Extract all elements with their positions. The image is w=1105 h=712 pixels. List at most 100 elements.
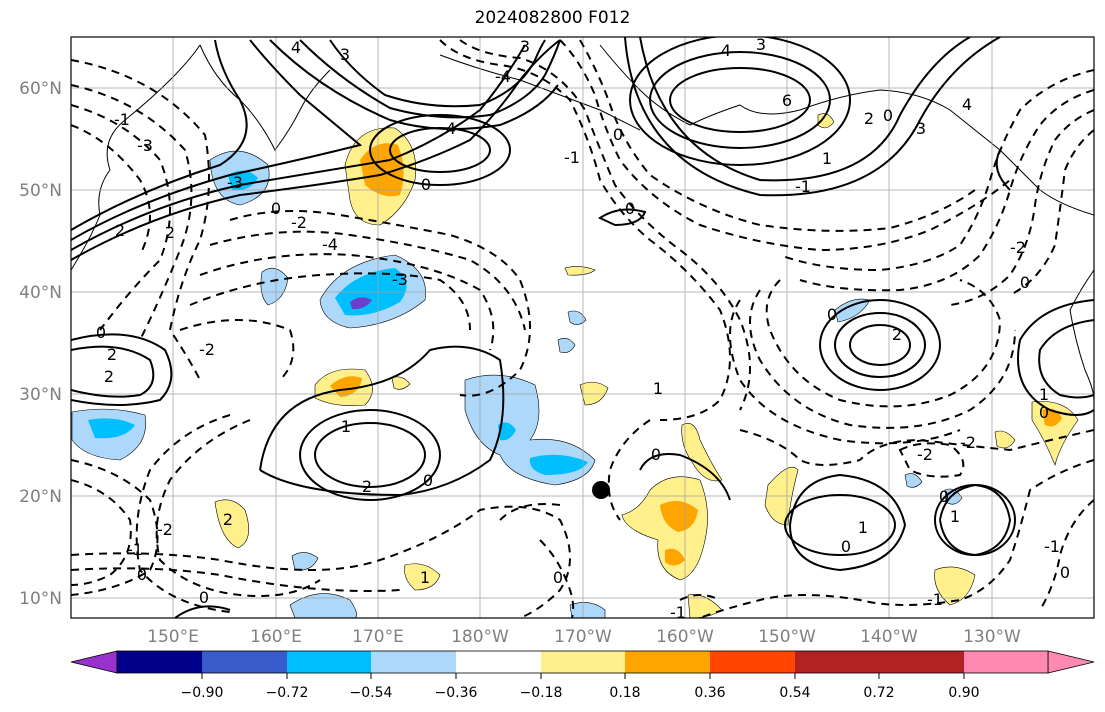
colorbar-ticks (201, 673, 965, 679)
contour-label: 3 (340, 45, 350, 64)
contour-label: 2 (864, 109, 874, 128)
contour-label: 3 (520, 37, 530, 56)
contour-label: 2 (165, 223, 175, 242)
contour-label: 2 (107, 345, 117, 364)
colorbar-tick-label: −0.54 (350, 685, 393, 701)
contour-label: 0 (1020, 273, 1030, 292)
contour-label: 4 (291, 38, 301, 57)
colorbar-segment (371, 651, 456, 673)
contour-label: 6 (782, 91, 792, 110)
colorbar-extend-low (70, 650, 118, 674)
contour-label: 1 (858, 518, 868, 537)
contour-label: 0 (651, 445, 661, 464)
contour-label: -2 (157, 520, 173, 539)
contour-label: -2 (1010, 238, 1026, 257)
contour-label: 0 (199, 588, 209, 607)
lon-label: 150°W (758, 627, 816, 647)
shade-yellow-small-4 (817, 113, 835, 129)
colorbar-segment (202, 651, 287, 673)
shade-yellow-hawaii (621, 476, 708, 581)
contour-label: 2 (115, 221, 125, 240)
lat-label: 30°N (19, 385, 62, 405)
contour-label: 0 (841, 537, 851, 556)
contour-labels: 4 3 -4 3 4 3 6 4 2 3 -3 -3 4 0 0 2 -2 2 … (96, 35, 1070, 618)
contour-label: -3 (392, 270, 408, 289)
contour-label: -3 (137, 136, 153, 155)
map-title: 2024082800 F012 (474, 8, 631, 28)
contour-label: 1 (1039, 385, 1049, 404)
contour-label: 0 (883, 106, 893, 125)
colorbar: −0.90 −0.72 −0.54 −0.36 −0.18 0.18 0.36 … (70, 650, 1095, 701)
contour-label: 4 (721, 41, 731, 60)
colorbar-frame (116, 650, 1049, 674)
map-frame (70, 36, 1095, 619)
shade-orange-30n-core (330, 376, 362, 397)
contour-label: -4 (322, 235, 338, 254)
contour-label: 1 (341, 417, 351, 436)
contour-label: 4 (962, 95, 972, 114)
latitude-labels: 60°N 50°N 40°N 30°N 20°N 10°N (19, 79, 62, 609)
contour-label: 4 (446, 119, 456, 138)
lat-label: 50°N (19, 181, 62, 201)
lat-label: 40°N (19, 283, 62, 303)
contour-label: -2 (960, 433, 976, 452)
contour-label: -1 (114, 110, 130, 129)
colorbar-segment (117, 651, 202, 673)
contour-label: 0 (1060, 563, 1070, 582)
shade-orange-hawaii-2 (665, 548, 685, 566)
coast-alaska-west (599, 44, 801, 126)
colorbar-tick-label: −0.18 (520, 685, 563, 701)
shade-blue-hawaii-west-core (529, 454, 588, 475)
contour-label: 3 (916, 119, 926, 138)
contour-label: 1 (420, 568, 430, 587)
contour-label: 0 (96, 323, 106, 342)
contour-label: -1 (927, 590, 943, 609)
contour-label: 2 (892, 325, 902, 344)
contour-label: -4 (495, 67, 511, 86)
lon-label: 140°W (860, 627, 918, 647)
shade-orange-hawaii (660, 501, 698, 532)
shade-blue-south-2 (569, 602, 606, 618)
contour-label: 0 (421, 175, 431, 194)
contour-label: 1 (822, 149, 832, 168)
contour-label: -2 (199, 340, 215, 359)
shade-blue-small-2 (498, 422, 516, 441)
contour-label: 0 (625, 199, 635, 218)
colorbar-tick-label: 0.90 (948, 685, 979, 701)
shade-yellow-small-3 (994, 430, 1016, 449)
lat-label: 60°N (19, 79, 62, 99)
lon-label: 150°E (147, 627, 199, 647)
shade-yellow-ne-hawaii (681, 423, 723, 482)
colorbar-segment (456, 651, 541, 673)
contour-label: -3 (227, 173, 243, 192)
contour-label: 1 (653, 379, 663, 398)
colorbar-segment (287, 651, 371, 673)
colorbar-segment (964, 651, 1048, 673)
contour-label: -1 (127, 540, 143, 559)
location-marker (592, 481, 610, 499)
shade-blue-small-3 (557, 338, 576, 353)
contour-label: 0 (423, 471, 433, 490)
lat-label: 20°N (19, 487, 62, 507)
contour-label: -1 (795, 177, 811, 196)
lon-label: 130°W (963, 627, 1021, 647)
shade-blue-small-5 (904, 473, 923, 488)
lon-label: 180°W (451, 627, 509, 647)
colorbar-segment (541, 651, 625, 673)
lon-label: 170°E (352, 627, 404, 647)
shade-yellow-south-1 (214, 499, 250, 549)
colorbar-segment (795, 651, 879, 673)
colorbar-segment (710, 651, 795, 673)
contour-label: 1 (950, 507, 960, 526)
contour-label: 3 (756, 35, 766, 54)
dashed-contours (71, 39, 1094, 618)
shade-purple-40n (350, 297, 372, 310)
contour-label: 0 (137, 565, 147, 584)
colorbar-extend-high (1047, 650, 1095, 674)
shade-yellow-south-3 (934, 566, 976, 606)
lon-label: 170°W (554, 627, 612, 647)
contour-label: -2 (917, 445, 933, 464)
contour-label: 0 (271, 199, 281, 218)
colorbar-tick-label: 0.18 (609, 685, 640, 701)
